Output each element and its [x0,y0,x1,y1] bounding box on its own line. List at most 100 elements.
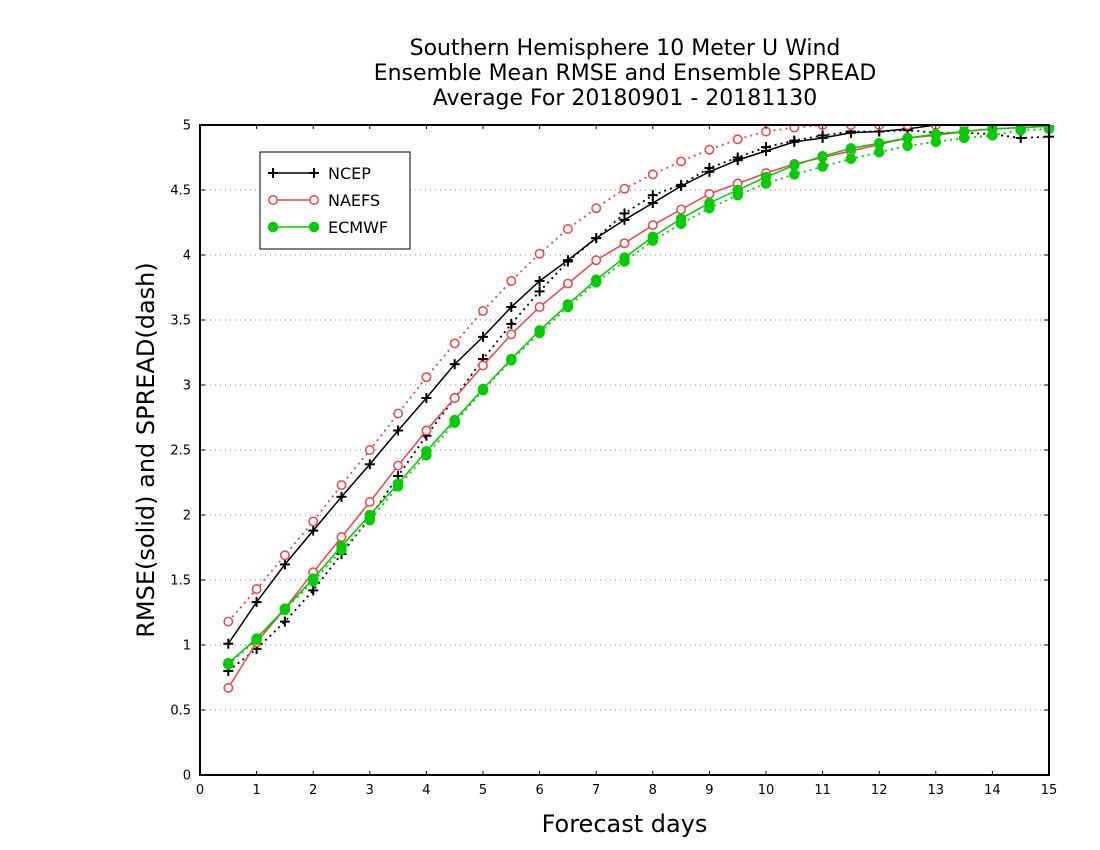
data-point-ncep-rmse [364,459,375,470]
data-point-ecmwf-spread [930,136,942,148]
data-point-ecmwf-spread [392,481,404,492]
data-point-ecmwf-spread [562,301,574,313]
x-tick-label: 8 [649,783,657,798]
data-point-naefs-spread [223,616,234,627]
data-point-ncep-spread [732,152,743,163]
legend-label: ECMWF [328,218,388,237]
legend-label: NAEFS [328,191,380,210]
y-tick-label: 3 [183,379,191,394]
x-tick-label: 12 [871,783,888,798]
data-point-ncep-spread [619,208,630,219]
data-point-ecmwf-spread [987,130,998,141]
legend-item-naefs: NAEFS [268,191,380,210]
data-point-ncep-spread [704,162,715,173]
x-tick-label: 13 [928,783,945,798]
legend: NCEP NAEFS ECMWF [259,151,411,250]
data-point-naefs-spread [364,445,375,455]
y-tick-label: 2.5 [170,444,191,459]
data-point-naefs-spread [789,125,800,133]
data-point-ecmwf-spread [789,169,800,180]
data-point-ncep-spread [279,616,290,627]
series-ecmwf-spread [223,125,1055,670]
y-tick-label: 5 [183,119,191,134]
legend-marker [309,195,319,205]
x-tick-label: 10 [758,783,775,798]
data-point-ecmwf-spread [421,449,432,461]
chart-title-line-1: Southern Hemisphere 10 Meter U Wind [409,36,841,61]
data-point-ncep-rmse [251,597,262,608]
y-tick-label: 1 [183,639,191,654]
x-tick-label: 2 [309,783,317,798]
x-tick-label: 9 [705,783,713,798]
data-point-ecmwf-spread [958,132,970,144]
x-axis-title: Forecast days [542,810,708,838]
data-point-ecmwf-spread [534,327,545,339]
data-point-ncep-rmse [478,331,488,342]
data-point-ncep-spread [591,233,602,244]
data-point-ncep-rmse [421,393,432,403]
data-point-ecmwf-spread [336,544,347,556]
data-point-ecmwf-spread [647,235,659,246]
y-tick-label: 0.5 [170,704,191,719]
data-point-ncep-spread [308,585,319,596]
data-point-naefs-rmse [619,238,630,249]
data-point-ncep-rmse [534,276,545,286]
data-point-naefs-rmse [562,278,573,289]
data-point-ncep-rmse [449,359,460,370]
x-tick-label: 7 [592,783,600,798]
data-point-ecmwf-spread [675,218,687,230]
y-axis-title: RMSE(solid) and SPREAD(dash) [132,262,160,638]
data-point-naefs-spread [676,156,687,167]
data-point-ecmwf-spread [307,576,319,587]
x-tick-label: 0 [196,783,204,798]
axis-ticks: 0 1 2 3 4 5 6 7 8 9 10 11 12 13 14 1500.511.522.533.544… [170,119,1057,799]
data-point-naefs-spread [704,144,715,155]
data-point-naefs-spread [279,550,290,561]
data-point-naefs-rmse [591,255,602,266]
data-point-ncep-spread [534,286,545,297]
data-point-ecmwf-spread [732,189,743,201]
legend-item-ecmwf: ECMWF [267,218,388,237]
data-point-naefs-rmse [449,393,460,403]
data-point-ncep-spread [761,142,771,153]
data-point-ncep-rmse [308,525,319,536]
data-point-naefs-spread [534,248,545,259]
legend-item-ncep: NCEP [268,164,371,183]
x-tick-label: 11 [814,783,831,798]
data-point-naefs-spread [619,183,630,194]
x-tick-label: 5 [479,783,487,798]
data-point-naefs-spread [449,338,460,349]
data-point-naefs-rmse [421,425,432,436]
data-point-ecmwf-spread [845,153,857,165]
legend-marker [308,221,320,233]
y-tick-label: 4.5 [170,184,191,199]
data-point-naefs-spread [308,516,319,527]
data-point-naefs-spread [336,480,347,491]
data-point-ncep-spread [789,135,800,146]
data-point-ecmwf-spread [251,634,262,646]
x-tick-label: 14 [984,783,1001,798]
y-tick-label: 4 [183,249,191,264]
data-point-ecmwf-spread [590,277,602,288]
data-point-ecmwf-spread [364,514,376,526]
x-tick-label: 3 [366,783,374,798]
data-point-ncep-spread [647,190,658,201]
data-point-ecmwf-spread [506,355,517,366]
data-point-ecmwf-rmse [845,143,857,154]
data-point-naefs-spread [421,372,432,383]
data-point-ecmwf-rmse [873,137,885,149]
data-point-naefs-rmse [364,497,375,507]
data-point-ncep-spread [506,318,517,329]
data-point-naefs-spread [393,408,404,419]
data-point-naefs-rmse [478,360,488,371]
data-point-naefs-rmse [336,532,347,543]
data-point-ncep-spread [817,130,828,141]
x-tick-label: 6 [535,783,543,798]
x-tick-label: 1 [252,783,260,798]
y-tick-label: 1.5 [170,574,191,589]
data-point-ncep-rmse [506,302,517,312]
data-point-naefs-spread [647,169,658,180]
y-tick-label: 2 [183,509,191,524]
data-point-ecmwf-spread [619,256,630,267]
data-point-naefs-spread [732,134,743,145]
